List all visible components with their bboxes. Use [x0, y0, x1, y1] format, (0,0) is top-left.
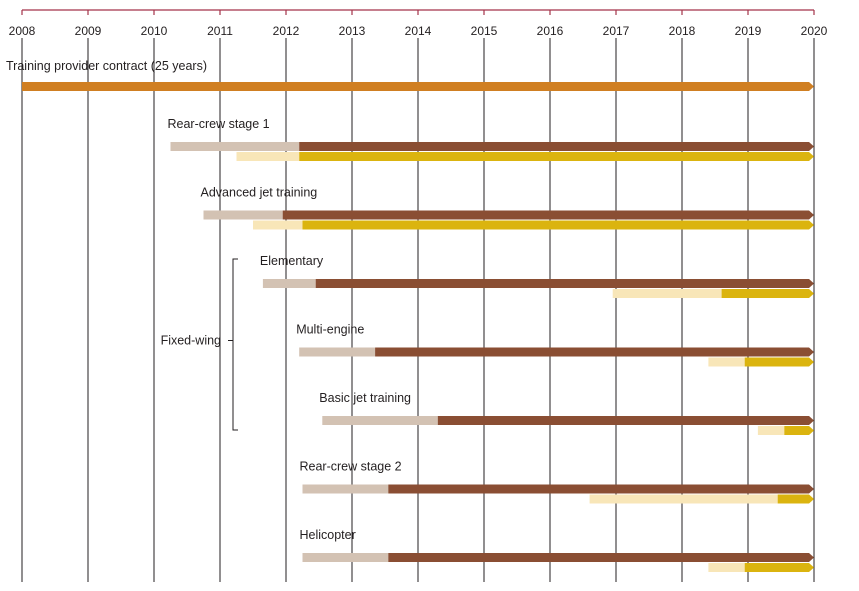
phase-bar-lower: [589, 494, 778, 504]
x-tick-label: 2015: [471, 24, 498, 38]
programme-label: Advanced jet training: [201, 186, 318, 200]
phase-bar-upper: [315, 279, 814, 288]
phase-bar-lower: [302, 220, 814, 230]
x-tick-label: 2008: [9, 24, 36, 38]
phase-bar-lower: [299, 152, 814, 161]
phase-bar-lower: [612, 289, 722, 298]
year-axis: 2008 2009 2010 2011 2012 2013 2014 2015 2016 2017…: [9, 9, 828, 38]
phase-bar-lower: [708, 563, 745, 572]
x-tick-label: 2017: [603, 24, 630, 38]
phase-bar-upper: [262, 279, 316, 288]
programme-label: Rear-crew stage 1: [168, 117, 270, 131]
phase-bar-upper: [302, 484, 389, 494]
programme-label: Helicopter: [300, 528, 356, 542]
phase-bar-upper: [302, 553, 389, 562]
phase-bar-upper: [299, 347, 376, 357]
x-tick-label: 2018: [669, 24, 696, 38]
phase-bar-upper: [170, 142, 300, 151]
x-tick-label: 2019: [735, 24, 762, 38]
programme-labels: Training provider contract (25 years) Rea…: [6, 59, 411, 542]
phase-bar-lower: [757, 426, 785, 435]
phase-bar-upper: [375, 347, 814, 357]
phase-bar-lower: [721, 289, 814, 298]
phase-bar-lower: [777, 494, 814, 504]
programme-label: Multi-engine: [296, 323, 364, 337]
phase-bar-upper: [322, 416, 438, 425]
phase-bar-upper: [437, 416, 814, 425]
phase-bar-upper: [299, 142, 814, 151]
programme-label: Rear-crew stage 2: [300, 460, 402, 474]
x-tick-label: 2011: [207, 24, 233, 38]
phase-bar-upper: [203, 210, 283, 220]
contract-bar: [22, 82, 814, 91]
x-tick-label: 2016: [537, 24, 564, 38]
fixed-wing-group: Fixed-wing: [161, 258, 238, 431]
x-tick-label: 2012: [273, 24, 300, 38]
x-tick-label: 2009: [75, 24, 102, 38]
phase-bar-upper: [388, 484, 814, 494]
group-label: Fixed-wing: [161, 334, 221, 348]
phase-bar-lower: [253, 220, 303, 230]
programme-bars: [22, 82, 814, 572]
phase-bar-lower: [744, 563, 814, 572]
programme-label: Elementary: [260, 254, 324, 268]
programme-label: Basic jet training: [319, 391, 411, 405]
x-tick-label: 2010: [141, 24, 168, 38]
x-tick-label: 2020: [801, 24, 828, 38]
phase-bar-upper: [282, 210, 814, 220]
phase-bar-lower: [784, 426, 814, 435]
group-bracket: [232, 258, 238, 431]
x-tick-label: 2014: [405, 24, 432, 38]
phase-bar-upper: [388, 553, 814, 562]
phase-bar-lower: [708, 357, 745, 367]
x-tick-label: 2013: [339, 24, 366, 38]
contract-label: Training provider contract (25 years): [6, 59, 207, 73]
phase-bar-lower: [744, 357, 814, 367]
phase-bar-lower: [236, 152, 300, 161]
